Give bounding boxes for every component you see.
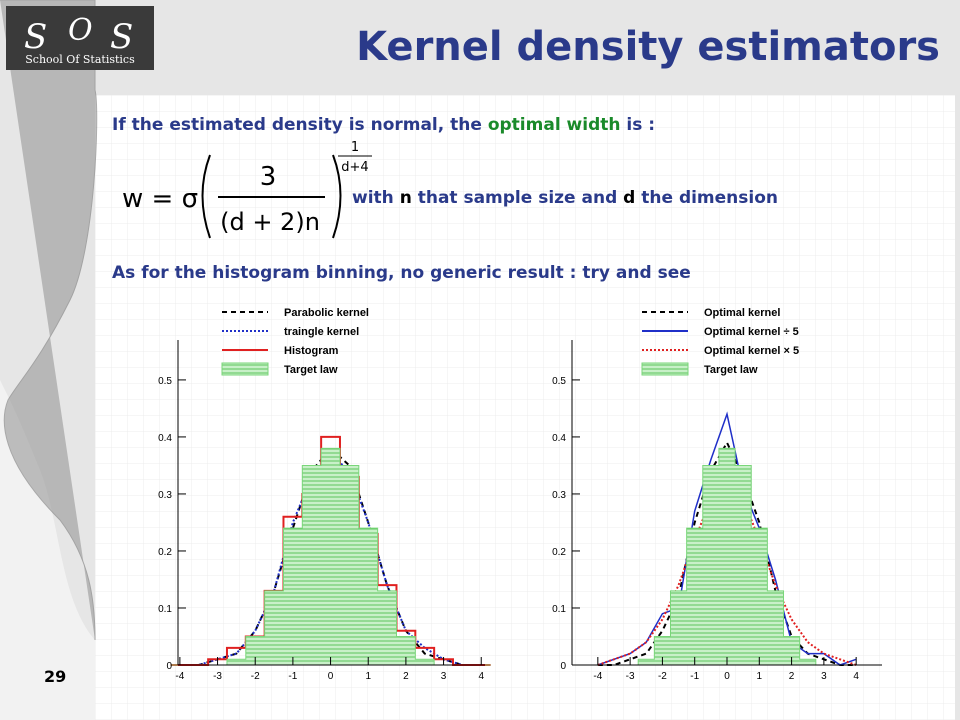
panel-grid [95,95,955,720]
logo-subtitle: School Of Statistics [25,53,135,66]
text: is : [621,115,656,135]
symbol: d [623,188,635,208]
x-tick-label: -1 [690,671,699,682]
x-tick-label: -2 [658,671,667,682]
y-tick-label: 0.5 [552,376,566,387]
logo-box [6,6,154,70]
exp-denominator: d+4 [341,160,368,175]
x-tick-label: -2 [251,671,260,682]
x-tick-label: 2 [789,671,795,682]
y-tick-label: 0.3 [552,490,566,501]
page-number: 29 [44,667,66,686]
line [170,435,491,666]
line3: As for the histogram binning, no generic… [112,263,691,283]
legend-label: Parabolic kernel [284,307,369,319]
line [179,446,482,666]
x-tick-label: 4 [853,671,859,682]
y-tick-label: 0.2 [552,547,566,558]
legend-swatch [641,362,689,376]
paren [332,154,342,239]
formula: w = σ 3 (d + 2)n 1 d+4 [122,140,372,239]
line [597,411,857,666]
logo-letter: O [68,13,93,48]
highlight: optimal width [488,115,621,135]
x-tick-label: 4 [478,671,484,682]
symbol: n [400,188,412,208]
formula-numerator: 3 [260,162,277,192]
legend-label: Optimal kernel [704,307,780,319]
x-tick-label: -1 [288,671,297,682]
legend-swatch [221,362,269,376]
x-tick-label: 1 [365,671,371,682]
legend-label: Optimal kernel × 5 [704,345,799,357]
legend-label: Optimal kernel ÷ 5 [704,326,799,338]
paren [201,154,211,239]
legend-label: Target law [284,364,338,376]
legend-label: traingle kernel [284,326,359,338]
text: If the estimated density is normal, the [112,115,488,135]
formula-lhs: w = σ [122,184,198,214]
x-tick-label: 0 [328,671,334,682]
slide-title: Kernel density estimators [356,24,940,70]
x-tick-label: -3 [213,671,222,682]
y-tick-label: 0.2 [158,547,172,558]
logo-letter: S [110,17,133,57]
x-tick-label: -4 [175,671,184,682]
y-tick-label: 0 [166,661,172,672]
x-tick-label: 2 [403,671,409,682]
x-tick-label: 3 [441,671,447,682]
area [589,447,865,666]
x-tick-label: -3 [626,671,635,682]
y-tick-label: 0 [560,661,566,672]
legend-label: Target law [704,364,758,376]
text: with [352,188,400,208]
line1: If the estimated density is normal, the … [112,115,655,135]
bell-shape [0,0,98,641]
x-tick-label: -4 [593,671,602,682]
y-tick-label: 0.4 [158,433,172,444]
y-tick-label: 0.3 [158,490,172,501]
exp-numerator: 1 [351,140,359,155]
x-tick-label: 3 [821,671,827,682]
text: that sample size and [412,188,623,208]
y-tick-label: 0.4 [552,433,566,444]
text: the dimension [635,188,778,208]
y-tick-label: 0.5 [158,376,172,387]
with-line: with n that sample size and d the dimens… [352,188,778,208]
x-tick-label: 1 [757,671,763,682]
legend-label: Histogram [284,345,339,357]
logo-letter: S [24,17,47,57]
formula-denominator: (d + 2)n [220,208,320,236]
area [170,447,491,666]
x-tick-label: 0 [724,671,730,682]
bell-strip [0,90,95,720]
y-tick-label: 0.1 [158,604,172,615]
y-tick-label: 0.1 [552,604,566,615]
